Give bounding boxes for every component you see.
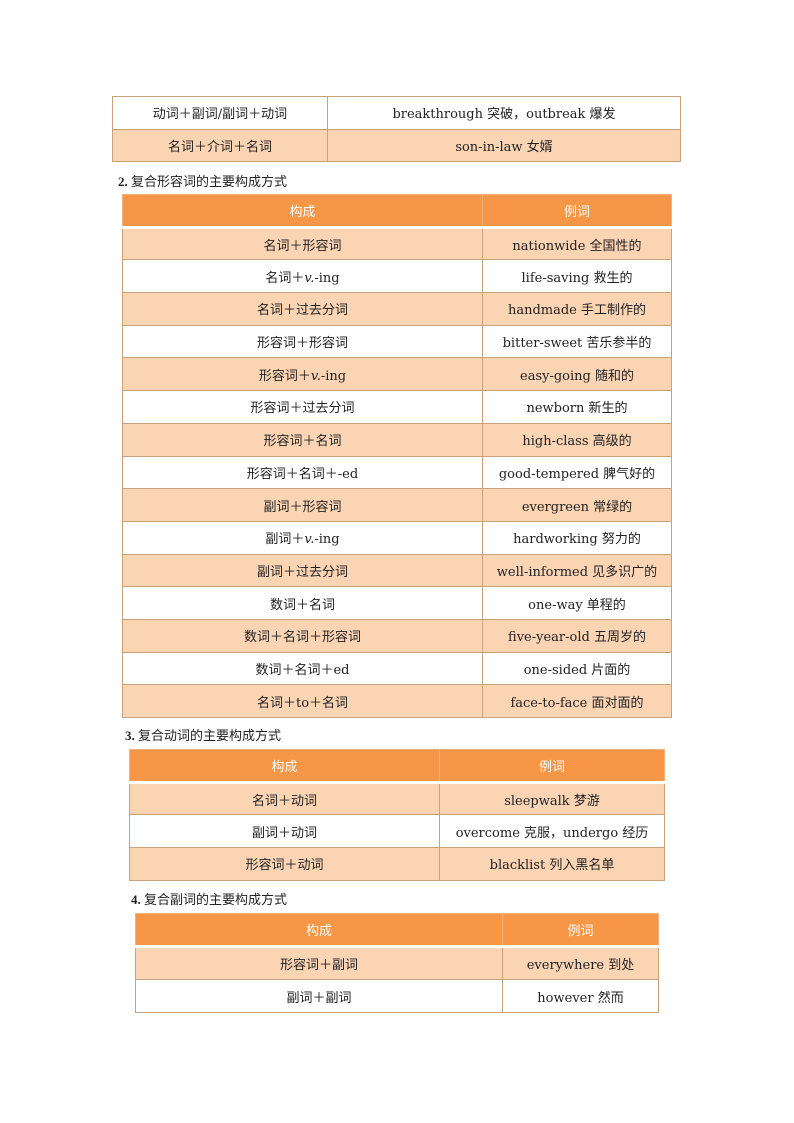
table-header-row: 构成 例词 bbox=[135, 913, 659, 948]
structure-cell: 副词＋v.-ing bbox=[122, 520, 483, 555]
table-row: 名词＋介词＋名词 son-in-law 女婿 bbox=[112, 128, 681, 162]
section-number: 2. bbox=[118, 174, 131, 189]
table-row: 名词＋动词 sleepwalk 梦游 bbox=[129, 781, 665, 816]
example-cell: son-in-law 女婿 bbox=[327, 128, 681, 162]
example-cell: everywhere 到处 bbox=[502, 946, 659, 980]
section-heading: 2. 复合形容词的主要构成方式 bbox=[118, 171, 287, 190]
column-header: 例词 bbox=[439, 749, 665, 784]
table-row: 数词＋名词＋形容词 five-year-old 五周岁的 bbox=[122, 618, 672, 653]
column-header: 构成 bbox=[129, 749, 440, 784]
table-row: 形容词＋动词 blacklist 列入黑名单 bbox=[129, 847, 665, 881]
table-row: 名词＋过去分词 handmade 手工制作的 bbox=[122, 292, 672, 326]
table-row: 名词＋形容词 nationwide 全国性的 bbox=[122, 226, 672, 261]
example-cell: nationwide 全国性的 bbox=[482, 226, 672, 261]
structure-cell: 名词＋形容词 bbox=[122, 226, 483, 261]
example-cell: however 然而 bbox=[502, 979, 659, 1013]
example-cell: hardworking 努力的 bbox=[482, 520, 672, 555]
table-row: 形容词＋过去分词 newborn 新生的 bbox=[122, 390, 672, 424]
structure-cell: 数词＋名词＋ed bbox=[122, 651, 483, 686]
example-cell: life-saving 救生的 bbox=[482, 259, 672, 294]
example-cell: blacklist 列入黑名单 bbox=[439, 847, 665, 881]
structure-cell: 名词＋过去分词 bbox=[122, 292, 483, 326]
table-row: 副词＋v.-ing hardworking 努力的 bbox=[122, 520, 672, 555]
structure-cell: 形容词＋过去分词 bbox=[122, 390, 483, 424]
table-row: 形容词＋v.-ing easy-going 随和的 bbox=[122, 357, 672, 392]
column-header: 例词 bbox=[482, 194, 672, 229]
structure-cell: 副词＋副词 bbox=[135, 979, 503, 1013]
example-cell: sleepwalk 梦游 bbox=[439, 781, 665, 816]
example-cell: easy-going 随和的 bbox=[482, 357, 672, 392]
structure-cell: 副词＋动词 bbox=[129, 814, 440, 849]
example-cell: one-way 单程的 bbox=[482, 586, 672, 620]
example-cell: good-tempered 脾气好的 bbox=[482, 455, 672, 490]
composition-table: 构成 例词 形容词＋副词 everywhere 到处 副词＋副词 however 然而 bbox=[135, 913, 659, 1013]
example-cell: high-class 高级的 bbox=[482, 422, 672, 457]
structure-cell: 名词＋to＋名词 bbox=[122, 684, 483, 718]
composition-table: 构成 例词 名词＋形容词 nationwide 全国性的 名词＋v.-ing life-s… bbox=[122, 194, 672, 718]
table-row: 名词＋v.-ing life-saving 救生的 bbox=[122, 259, 672, 294]
structure-cell: 名词＋动词 bbox=[129, 781, 440, 816]
table-row: 副词＋副词 however 然而 bbox=[135, 979, 659, 1013]
structure-cell: 形容词＋v.-ing bbox=[122, 357, 483, 392]
example-cell: newborn 新生的 bbox=[482, 390, 672, 424]
table-row: 名词＋to＋名词 face-to-face 面对面的 bbox=[122, 684, 672, 718]
structure-cell: 动词＋副词/副词＋动词 bbox=[112, 96, 328, 130]
table-row: 数词＋名词＋ed one-sided 片面的 bbox=[122, 651, 672, 686]
table-row: 数词＋名词 one-way 单程的 bbox=[122, 586, 672, 620]
section-heading: 3. 复合动词的主要构成方式 bbox=[125, 725, 281, 744]
section-number: 4. bbox=[131, 892, 144, 907]
example-cell: overcome 克服，undergo 经历 bbox=[439, 814, 665, 849]
example-cell: face-to-face 面对面的 bbox=[482, 684, 672, 718]
column-header: 构成 bbox=[122, 194, 483, 229]
structure-cell: 副词＋过去分词 bbox=[122, 553, 483, 588]
example-cell: handmade 手工制作的 bbox=[482, 292, 672, 326]
table-row: 副词＋过去分词 well-informed 见多识广的 bbox=[122, 553, 672, 588]
composition-table: 动词＋副词/副词＋动词 breakthrough 突破，outbreak 爆发 名词… bbox=[112, 96, 681, 162]
structure-cell: 形容词＋副词 bbox=[135, 946, 503, 980]
structure-cell: 形容词＋名词 bbox=[122, 422, 483, 457]
column-header: 例词 bbox=[502, 913, 659, 948]
section-title: 复合动词的主要构成方式 bbox=[138, 729, 282, 744]
table-row: 形容词＋形容词 bitter-sweet 苦乐参半的 bbox=[122, 324, 672, 359]
structure-cell: 形容词＋形容词 bbox=[122, 324, 483, 359]
section-title: 复合副词的主要构成方式 bbox=[144, 893, 288, 908]
structure-cell: 名词＋v.-ing bbox=[122, 259, 483, 294]
table-header-row: 构成 例词 bbox=[129, 749, 665, 784]
structure-cell: 形容词＋名词＋-ed bbox=[122, 455, 483, 490]
example-cell: one-sided 片面的 bbox=[482, 651, 672, 686]
example-cell: evergreen 常绿的 bbox=[482, 488, 672, 522]
table-row: 副词＋形容词 evergreen 常绿的 bbox=[122, 488, 672, 522]
structure-cell: 副词＋形容词 bbox=[122, 488, 483, 522]
example-cell: well-informed 见多识广的 bbox=[482, 553, 672, 588]
structure-cell: 形容词＋动词 bbox=[129, 847, 440, 881]
table-header-row: 构成 例词 bbox=[122, 194, 672, 229]
column-header: 构成 bbox=[135, 913, 503, 948]
composition-table: 构成 例词 名词＋动词 sleepwalk 梦游 副词＋动词 overcome 克服，un… bbox=[129, 749, 665, 881]
section-heading: 4. 复合副词的主要构成方式 bbox=[131, 889, 287, 908]
structure-cell: 数词＋名词＋形容词 bbox=[122, 618, 483, 653]
table-row: 副词＋动词 overcome 克服，undergo 经历 bbox=[129, 814, 665, 849]
structure-cell: 数词＋名词 bbox=[122, 586, 483, 620]
example-cell: breakthrough 突破，outbreak 爆发 bbox=[327, 96, 681, 130]
table-row: 动词＋副词/副词＋动词 breakthrough 突破，outbreak 爆发 bbox=[112, 96, 681, 130]
example-cell: five-year-old 五周岁的 bbox=[482, 618, 672, 653]
section-number: 3. bbox=[125, 728, 138, 743]
section-title: 复合形容词的主要构成方式 bbox=[131, 175, 288, 190]
structure-cell: 名词＋介词＋名词 bbox=[112, 128, 328, 162]
table-row: 形容词＋名词 high-class 高级的 bbox=[122, 422, 672, 457]
example-cell: bitter-sweet 苦乐参半的 bbox=[482, 324, 672, 359]
table-row: 形容词＋名词＋-ed good-tempered 脾气好的 bbox=[122, 455, 672, 490]
table-row: 形容词＋副词 everywhere 到处 bbox=[135, 946, 659, 980]
